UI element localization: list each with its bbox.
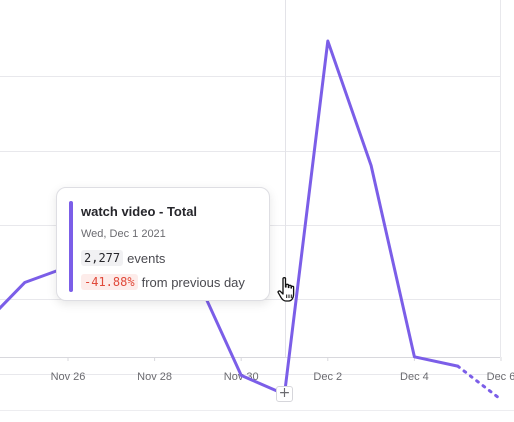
tooltip-change-text: from previous day (141, 274, 245, 290)
add-annotation-button[interactable]: + (276, 386, 293, 402)
hand-pointer-icon (277, 277, 295, 302)
tooltip-change-value: -41.88% (81, 274, 138, 290)
x-tick-label-3: Dec 2 (313, 371, 342, 383)
tooltip-title: watch video - Total (81, 204, 198, 219)
series-line-partial (456, 364, 503, 402)
tooltip-count-row: 2,277 events (81, 250, 165, 266)
x-tick-label-4: Dec 4 (400, 371, 429, 383)
x-tick-label-0: Nov 26 (51, 371, 86, 383)
data-tooltip: watch video - Total Wed, Dec 1 2021 2,27… (56, 187, 270, 301)
tooltip-count-value: 2,277 (81, 250, 124, 266)
tooltip-series-color-bar (69, 201, 73, 292)
tooltip-date: Wed, Dec 1 2021 (81, 228, 166, 240)
x-tick-label-1: Nov 28 (137, 371, 172, 383)
tooltip-count-unit: events (127, 250, 166, 266)
tooltip-change-row: -41.88% from previous day (81, 274, 245, 290)
x-tick-label-5: Dec 6 (487, 371, 514, 383)
